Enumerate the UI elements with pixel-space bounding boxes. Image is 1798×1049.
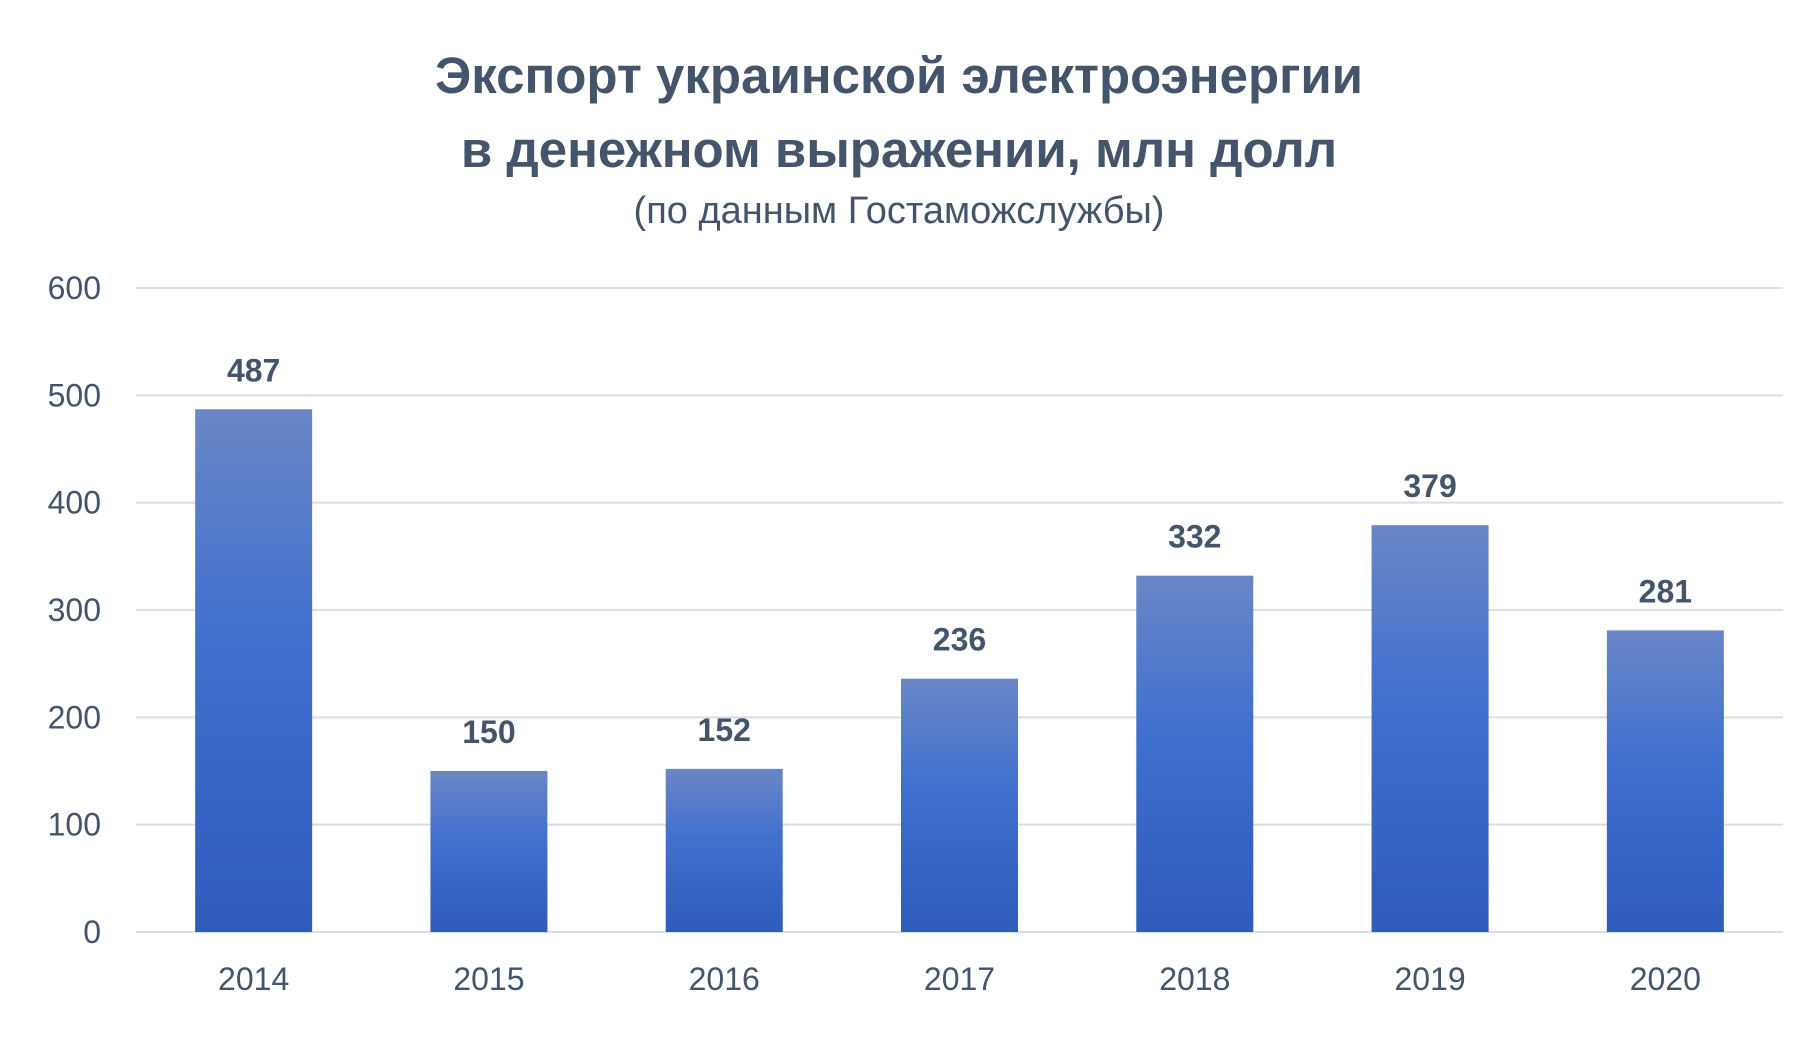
x-axis-tick-labels: 2014 2015 2016 2017 2018 2019 2020 bbox=[218, 961, 1701, 997]
x-tick-label-2019: 2019 bbox=[1394, 961, 1465, 997]
x-tick-label-2018: 2018 bbox=[1159, 961, 1230, 997]
x-tick-label-2020: 2020 bbox=[1630, 961, 1701, 997]
y-tick-label-0: 0 bbox=[83, 914, 101, 950]
bar-2014 bbox=[195, 409, 313, 933]
y-tick-label-300: 300 bbox=[48, 592, 101, 628]
bar-2015 bbox=[430, 771, 548, 932]
bar-2017 bbox=[901, 678, 1018, 932]
bar-2018 bbox=[1136, 575, 1254, 932]
chart-title-line-2: в денежном выражении, млн долл bbox=[460, 121, 1338, 178]
chart-subtitle: (по данным Гостаможслужбы) bbox=[633, 190, 1165, 232]
y-axis-tick-labels: 0 100 200 300 400 500 600 bbox=[48, 270, 101, 950]
y-tick-label-200: 200 bbox=[48, 699, 101, 735]
data-label-2016: 152 bbox=[698, 712, 751, 748]
x-tick-label-2016: 2016 bbox=[689, 961, 760, 997]
data-label-2019: 379 bbox=[1403, 468, 1456, 504]
data-labels: 487 150 152 236 332 379 281 bbox=[227, 352, 1692, 750]
data-label-2020: 281 bbox=[1639, 573, 1692, 609]
gridlines bbox=[136, 287, 1783, 933]
bar-2019 bbox=[1371, 525, 1489, 932]
y-tick-label-500: 500 bbox=[48, 377, 101, 413]
data-label-2015: 150 bbox=[462, 714, 515, 750]
chart-title-line-1: Экспорт украинской электроэнергии bbox=[434, 47, 1364, 104]
data-label-2018: 332 bbox=[1168, 519, 1221, 555]
x-tick-label-2017: 2017 bbox=[924, 961, 995, 997]
y-tick-label-400: 400 bbox=[48, 485, 101, 521]
y-tick-label-600: 600 bbox=[48, 270, 101, 306]
y-tick-label-100: 100 bbox=[48, 807, 101, 843]
bars bbox=[195, 409, 1724, 933]
bar-2020 bbox=[1606, 630, 1724, 932]
data-label-2014: 487 bbox=[227, 352, 280, 388]
x-tick-label-2015: 2015 bbox=[453, 961, 524, 997]
x-tick-label-2014: 2014 bbox=[218, 961, 289, 997]
data-label-2017: 236 bbox=[933, 622, 986, 658]
bar-2016 bbox=[665, 768, 783, 932]
